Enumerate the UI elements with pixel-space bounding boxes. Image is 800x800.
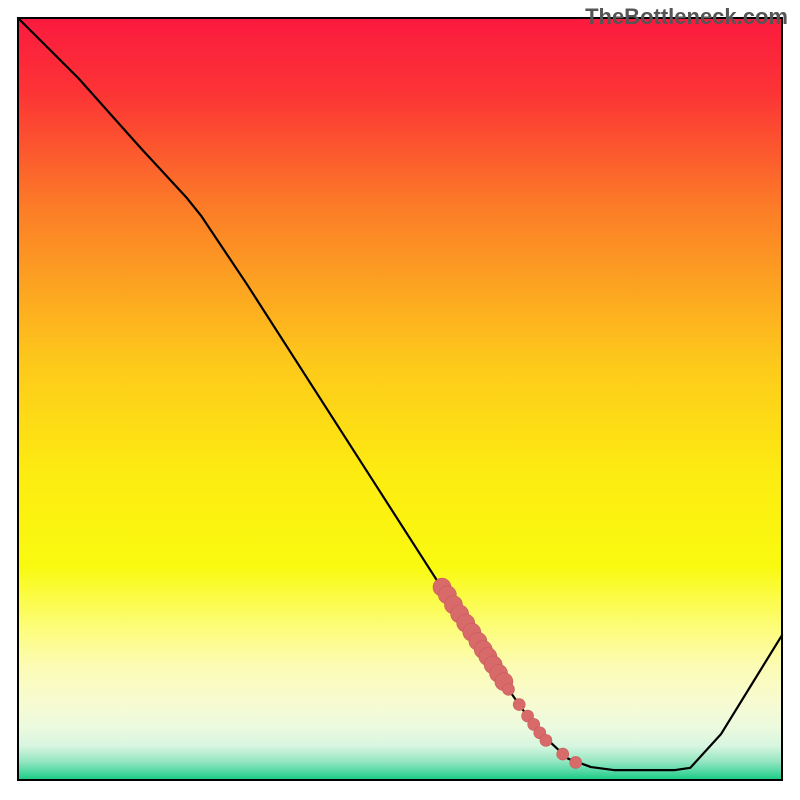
bottleneck-chart: TheBottleneck.com [0,0,800,800]
chart-svg [0,0,800,800]
data-marker [557,748,569,760]
data-marker [570,756,582,768]
data-marker [540,734,552,746]
watermark-text: TheBottleneck.com [585,4,788,30]
data-marker [502,683,514,695]
gradient-background [18,18,782,780]
data-marker [513,699,525,711]
